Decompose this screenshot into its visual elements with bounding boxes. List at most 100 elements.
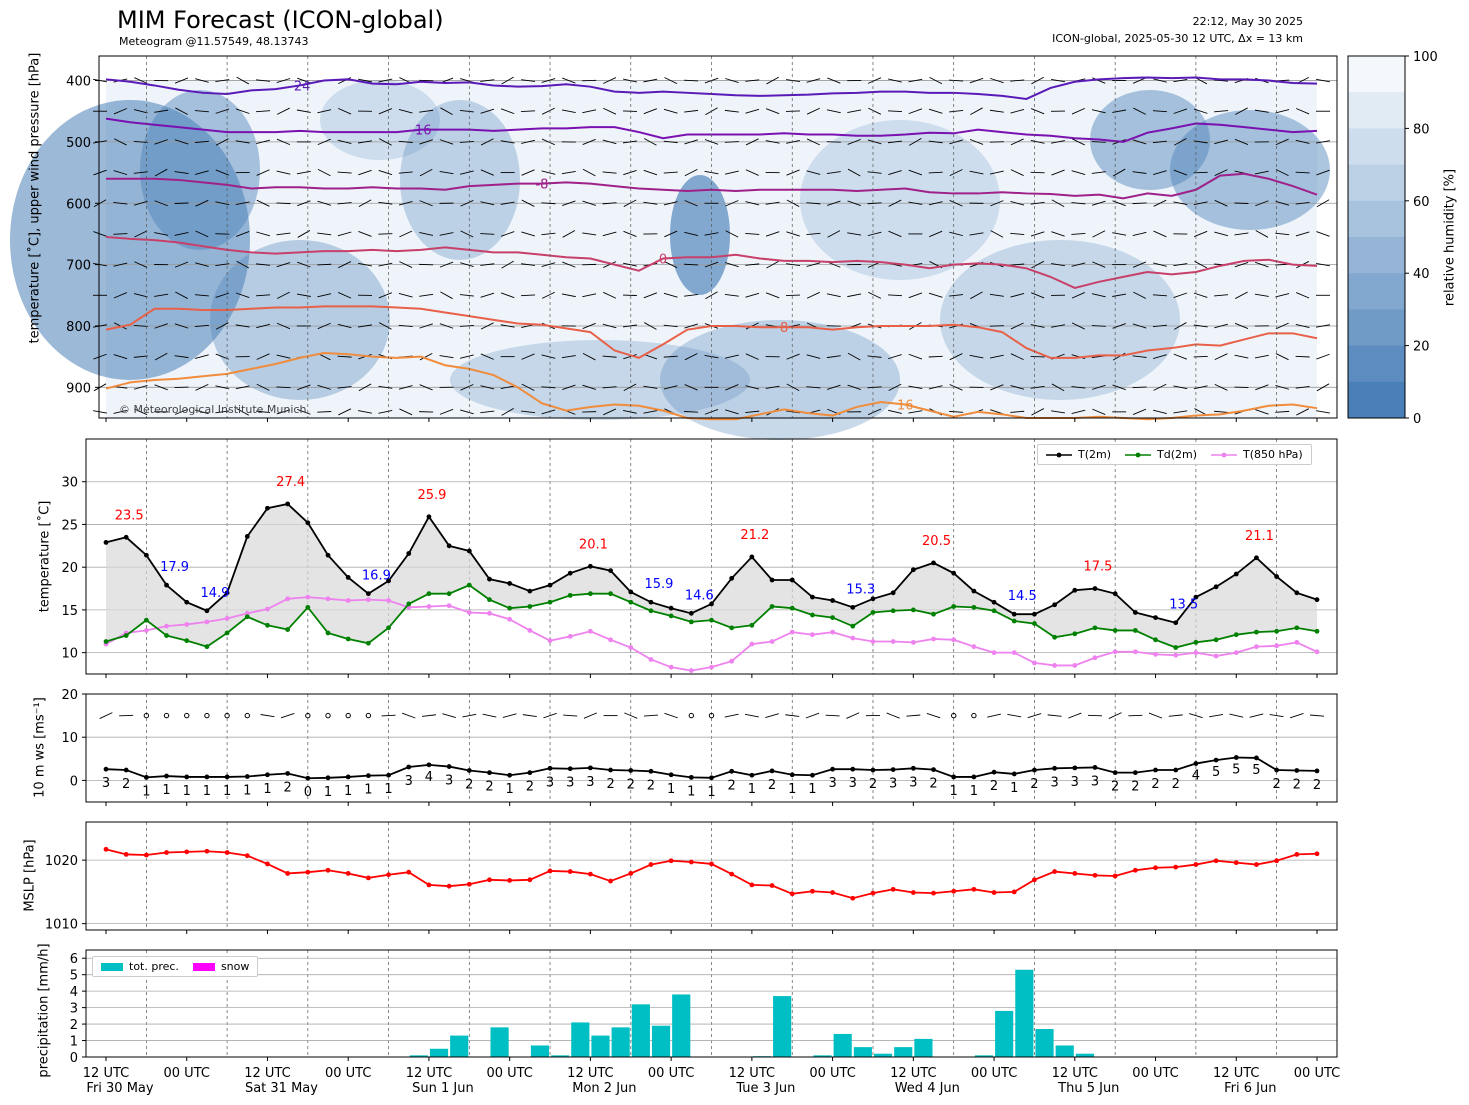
wind-barb [1214, 323, 1228, 329]
wind-barb [1051, 199, 1065, 208]
wind-barb [623, 409, 637, 414]
wind-barb [622, 324, 637, 328]
wind-barb [1229, 713, 1244, 718]
data-point [1193, 639, 1199, 645]
wind-barb [398, 201, 413, 206]
wind-barb [847, 168, 861, 177]
wind-barb [1132, 171, 1147, 174]
wind-speed-label: 3 [849, 776, 857, 791]
data-point [688, 668, 694, 673]
wind-speed-label: 3 [828, 776, 836, 791]
wind-speed-label: 3 [546, 775, 554, 790]
wind-speed-label: 2 [284, 780, 292, 795]
temperature-ylabel: temperature [˚C] [37, 500, 53, 613]
wind-barb [663, 171, 678, 174]
data-point [244, 774, 250, 779]
data-point [769, 577, 775, 583]
wind-barb [867, 77, 882, 84]
data-point [729, 871, 735, 877]
precip-bar [894, 1047, 913, 1057]
wind-speed-label: 1 [263, 782, 271, 797]
data-point [466, 582, 472, 588]
colorbar-frame [1347, 55, 1406, 419]
wind-barb [990, 230, 1004, 238]
wind-barb [113, 292, 128, 299]
wind-barb [1296, 408, 1310, 416]
wind-barb [1153, 383, 1167, 391]
wind-barb [1316, 410, 1330, 414]
precip-bar [571, 1022, 590, 1057]
wind-speed-label: 3 [909, 775, 917, 790]
wind-barb [1173, 201, 1188, 206]
wind-barb [1275, 232, 1290, 236]
y-tick-label: 500 [66, 136, 91, 151]
wind-barb [765, 108, 780, 115]
data-point [123, 633, 129, 638]
wind-barb [358, 410, 372, 414]
data-point [507, 878, 513, 883]
wind-barb [724, 293, 739, 297]
wind-barb [1071, 202, 1086, 205]
wind-barb [154, 352, 168, 361]
wind-barb [1194, 260, 1208, 269]
wind-barb [888, 199, 902, 207]
data-point [345, 636, 351, 642]
data-point [1072, 587, 1078, 593]
extremum-label: 27.4 [276, 475, 305, 490]
data-point [1314, 597, 1320, 603]
wind-barb [643, 169, 658, 176]
data-point [285, 871, 291, 876]
wind-speed-label: 3 [445, 774, 453, 789]
wind-barb [888, 230, 902, 238]
wind-barb [174, 323, 189, 329]
wind-barb [1133, 107, 1146, 115]
wind-barb [1295, 323, 1310, 328]
wind-barb [1153, 409, 1167, 414]
data-point [204, 848, 210, 854]
wind-barb [215, 138, 229, 146]
calm-marker [365, 712, 372, 719]
extremum-label: 15.3 [846, 582, 875, 597]
extremum-label: 21.2 [740, 528, 769, 543]
data-point [305, 604, 311, 610]
wind-barb [338, 107, 352, 115]
wind-barb [133, 355, 148, 358]
wind-barb [276, 262, 291, 268]
data-point [648, 657, 654, 662]
wind-barb [826, 109, 841, 114]
wind-barb [1092, 77, 1106, 84]
wind-barb [827, 384, 841, 390]
wind-barb [1112, 384, 1126, 391]
wind-barb [1010, 410, 1025, 413]
panel-frame [85, 949, 1338, 1058]
data-point [365, 875, 371, 881]
y-tick-label: 0 [70, 1051, 78, 1066]
wind-barb [1214, 199, 1228, 207]
wind-barb [521, 294, 536, 297]
data-point [1193, 862, 1199, 867]
wind-barb [888, 170, 902, 176]
wind-barb [684, 168, 698, 177]
humidity-cell [800, 120, 1000, 280]
wind-barb [562, 261, 576, 268]
wind-speed-label: 2 [1172, 777, 1180, 792]
wind-barb [887, 140, 902, 144]
y-tick-label: 15 [61, 604, 78, 619]
wind-barb [500, 108, 515, 115]
wind-barb [1316, 231, 1330, 237]
data-point [991, 650, 997, 656]
data-point [910, 567, 916, 573]
wind-barb [358, 383, 372, 392]
colorbar-tick-label: 0 [1413, 412, 1421, 427]
wind-barb [745, 138, 759, 146]
data-point [1032, 767, 1037, 773]
data-point [1092, 586, 1098, 591]
y-tick-label: 700 [66, 259, 91, 274]
wind-barb [402, 712, 416, 719]
data-point [830, 598, 835, 603]
data-point [103, 540, 109, 545]
wind-barb [1295, 355, 1310, 358]
data-point [567, 634, 573, 639]
data-point [951, 637, 957, 643]
data-point [204, 619, 210, 625]
